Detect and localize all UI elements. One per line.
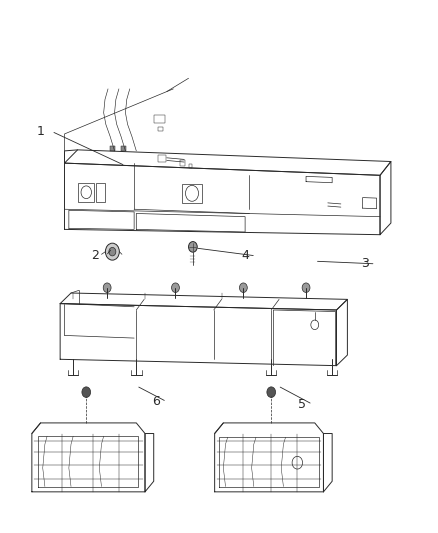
Bar	[120, 146, 126, 151]
Bar	[154, 115, 165, 123]
Text: 3: 3	[361, 257, 369, 270]
Text: 2: 2	[91, 249, 99, 262]
Circle shape	[103, 283, 111, 293]
Bar	[78, 183, 94, 202]
Circle shape	[106, 243, 119, 260]
Circle shape	[109, 247, 116, 256]
Circle shape	[188, 241, 197, 252]
Bar	[188, 164, 192, 168]
Circle shape	[302, 283, 310, 293]
Text: 1: 1	[37, 125, 45, 138]
Circle shape	[267, 387, 276, 398]
Bar	[158, 126, 163, 131]
Bar	[110, 146, 115, 151]
Text: 5: 5	[298, 398, 306, 411]
Bar	[180, 160, 185, 166]
Circle shape	[172, 283, 180, 293]
Bar	[158, 155, 166, 161]
Circle shape	[82, 387, 91, 398]
Bar	[183, 184, 201, 203]
Text: 6: 6	[152, 395, 160, 408]
Text: 4: 4	[241, 249, 249, 262]
Circle shape	[240, 283, 247, 293]
Bar	[96, 183, 105, 202]
